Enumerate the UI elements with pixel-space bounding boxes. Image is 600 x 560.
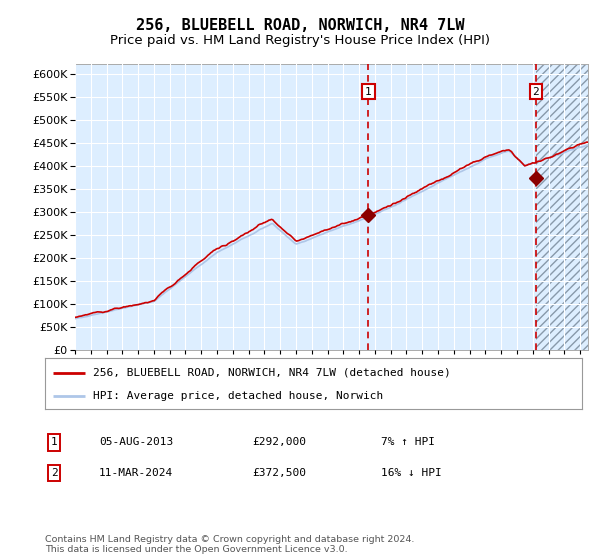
Text: 256, BLUEBELL ROAD, NORWICH, NR4 7LW (detached house): 256, BLUEBELL ROAD, NORWICH, NR4 7LW (de… <box>94 367 451 377</box>
Text: 16% ↓ HPI: 16% ↓ HPI <box>381 468 442 478</box>
Text: 1: 1 <box>365 87 372 96</box>
Text: 1: 1 <box>50 437 58 447</box>
Text: Contains HM Land Registry data © Crown copyright and database right 2024.
This d: Contains HM Land Registry data © Crown c… <box>45 535 415 554</box>
Text: 2: 2 <box>532 87 539 96</box>
Text: 7% ↑ HPI: 7% ↑ HPI <box>381 437 435 447</box>
Text: 256, BLUEBELL ROAD, NORWICH, NR4 7LW: 256, BLUEBELL ROAD, NORWICH, NR4 7LW <box>136 18 464 34</box>
Text: £292,000: £292,000 <box>252 437 306 447</box>
Text: HPI: Average price, detached house, Norwich: HPI: Average price, detached house, Norw… <box>94 391 383 401</box>
Text: 05-AUG-2013: 05-AUG-2013 <box>99 437 173 447</box>
Bar <box>536 64 588 350</box>
Text: Price paid vs. HM Land Registry's House Price Index (HPI): Price paid vs. HM Land Registry's House … <box>110 34 490 46</box>
Text: £372,500: £372,500 <box>252 468 306 478</box>
Text: 2: 2 <box>50 468 58 478</box>
Text: 11-MAR-2024: 11-MAR-2024 <box>99 468 173 478</box>
